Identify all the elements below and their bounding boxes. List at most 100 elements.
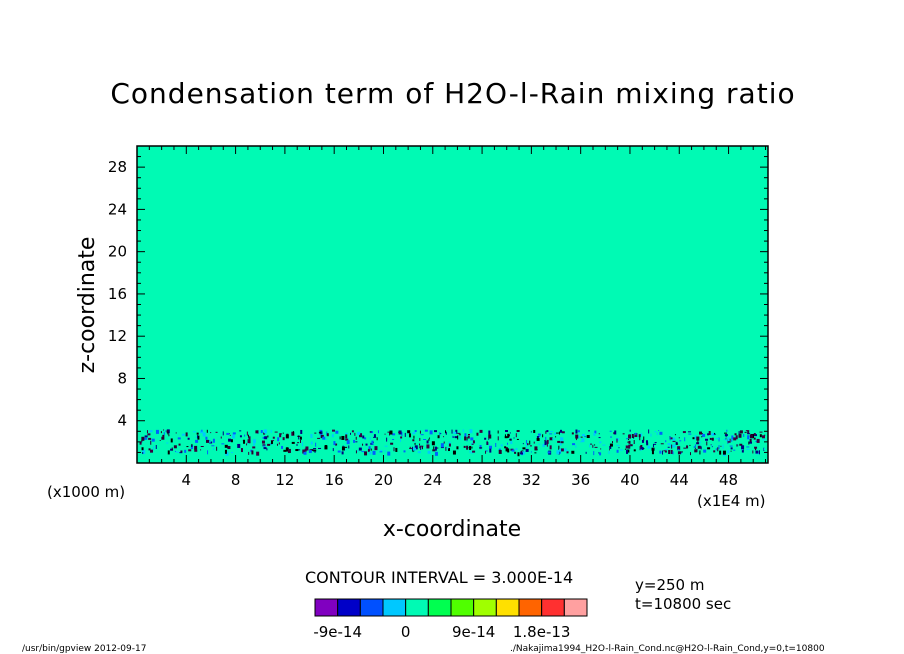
speckle — [309, 449, 313, 451]
speckle — [633, 440, 635, 445]
speckle — [230, 439, 233, 443]
speckle — [281, 445, 284, 449]
speckle — [412, 432, 416, 435]
speckle — [320, 434, 324, 438]
speckle — [303, 451, 307, 455]
speckle — [263, 432, 266, 435]
speckle — [575, 434, 579, 439]
speckle — [440, 443, 444, 448]
speckle — [689, 452, 691, 456]
y-tick-label: 8 — [117, 369, 127, 387]
speckle — [299, 436, 302, 440]
speckle — [520, 452, 524, 455]
speckle — [720, 445, 722, 447]
speckle — [522, 443, 524, 445]
speckle — [626, 438, 629, 440]
speckle — [542, 434, 544, 438]
speckle — [489, 445, 493, 449]
speckle — [699, 431, 703, 435]
speckle — [185, 432, 188, 437]
speckle — [420, 445, 424, 447]
speckle — [252, 446, 256, 449]
speckle — [389, 430, 393, 435]
speckle — [417, 451, 421, 454]
speckle — [448, 448, 451, 452]
speckle — [599, 452, 602, 456]
speckle — [557, 440, 561, 443]
speckle — [749, 438, 752, 442]
speckle — [426, 444, 430, 449]
speckle — [457, 432, 461, 434]
speckle — [714, 432, 716, 434]
speckle — [547, 451, 551, 454]
speckle — [187, 437, 190, 440]
speckle — [733, 449, 736, 451]
speckle — [364, 437, 367, 440]
speckle — [167, 450, 170, 455]
y-axis-ticks: 4 8 12 16 20 24 28 — [108, 156, 768, 453]
speckle — [291, 431, 295, 436]
speckle — [200, 445, 204, 447]
speckle — [302, 449, 305, 452]
speckle — [448, 441, 451, 445]
speckle — [525, 443, 527, 448]
speckle — [672, 440, 676, 442]
speckle — [727, 450, 730, 454]
speckle — [373, 436, 377, 438]
speckle — [167, 431, 169, 435]
speckle — [689, 444, 691, 446]
speckle — [526, 443, 529, 446]
speckle — [634, 433, 638, 438]
speckle — [288, 449, 290, 454]
speckle — [683, 447, 687, 449]
speckle — [725, 439, 728, 441]
speckle — [479, 429, 483, 433]
speckle — [224, 449, 227, 454]
speckle — [348, 445, 350, 449]
speckle — [707, 447, 711, 450]
speckle — [174, 450, 176, 452]
speckle — [433, 446, 435, 450]
speckle — [640, 444, 643, 447]
speckle — [247, 439, 251, 444]
speckle — [724, 432, 728, 434]
speckle — [549, 433, 553, 435]
speckle — [345, 432, 349, 434]
speckle — [341, 446, 345, 451]
speckle — [505, 448, 509, 452]
speckle — [251, 450, 254, 455]
speckle — [310, 433, 313, 438]
speckle — [730, 450, 732, 452]
speckle — [759, 434, 762, 438]
speckle — [224, 444, 228, 448]
speckle — [693, 446, 695, 449]
speckle — [700, 433, 703, 435]
speckle — [509, 432, 511, 434]
speckle — [599, 441, 602, 444]
speckle — [546, 439, 549, 444]
speckle — [297, 435, 301, 437]
speckle — [175, 451, 179, 453]
speckle — [748, 441, 750, 445]
speckle — [161, 436, 165, 440]
speckle — [586, 435, 590, 439]
speckle — [669, 436, 671, 441]
speckle — [727, 437, 730, 442]
speckle — [192, 431, 196, 433]
speckle — [758, 450, 760, 455]
speckle — [522, 447, 526, 450]
speckle — [299, 439, 301, 443]
speckle — [201, 429, 203, 432]
speckle — [282, 437, 285, 441]
speckle — [453, 431, 457, 434]
speckle — [653, 448, 655, 450]
speckle — [403, 450, 406, 453]
speckle — [374, 446, 378, 451]
speckle — [212, 438, 215, 443]
speckle — [729, 445, 733, 447]
colorbar-cell — [359, 598, 384, 617]
speckle — [427, 450, 431, 454]
speckle — [575, 429, 578, 434]
speckle — [344, 445, 346, 447]
speckle — [350, 432, 352, 435]
